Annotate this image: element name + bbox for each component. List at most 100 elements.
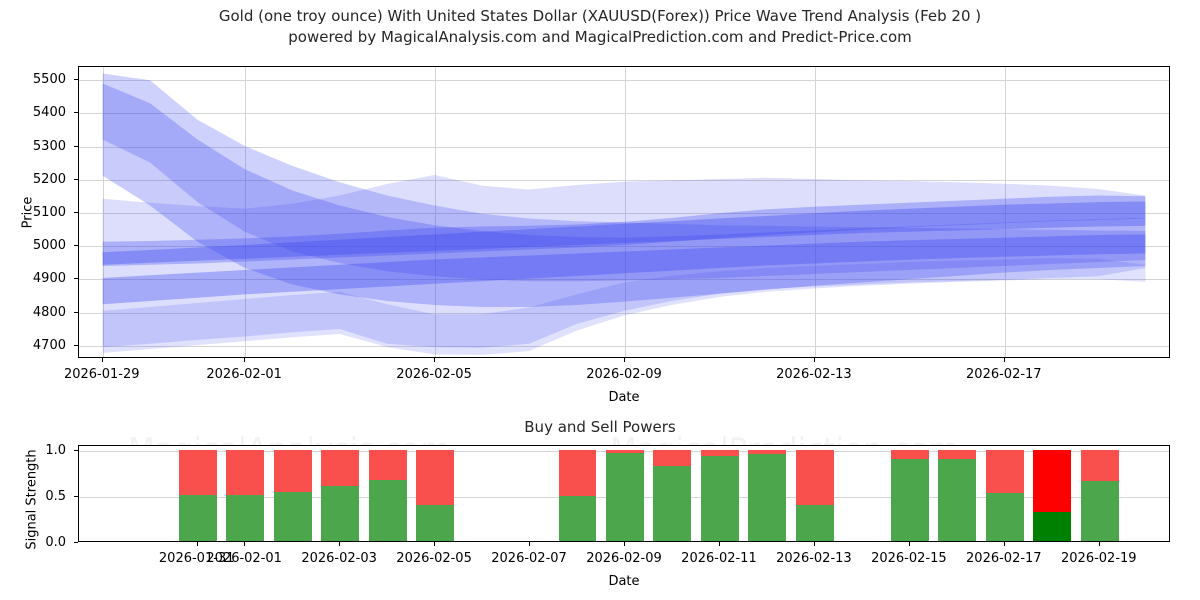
buy-sell-chart-title: Buy and Sell Powers — [524, 418, 676, 436]
buy-sell-bar[interactable] — [890, 449, 929, 541]
tick-mark — [1098, 542, 1100, 546]
buy-sell-bar[interactable] — [700, 449, 739, 541]
tick-mark — [529, 542, 531, 546]
price-y-axis-title: Price — [20, 196, 36, 229]
price-x-tick-label: 2026-02-13 — [776, 367, 852, 382]
tick-mark — [339, 542, 341, 546]
buy-sell-bar[interactable] — [606, 449, 644, 541]
wave-band-band-lower-halo — [102, 258, 1146, 356]
buy-sell-x-tick-label: 2026-01-31 — [158, 551, 235, 566]
buy-sell-bar[interactable] — [226, 449, 265, 541]
buy-sell-bar[interactable] — [985, 449, 1024, 541]
tick-mark — [74, 542, 78, 543]
wave-band-band-core-upper — [102, 201, 1146, 265]
price-y-tick-label: 5200 — [32, 171, 66, 187]
gridline — [79, 345, 1169, 347]
bar-segment-sell — [1080, 449, 1119, 481]
tick-mark — [74, 278, 78, 280]
price-y-tick-label: 4800 — [32, 304, 66, 320]
buy-sell-x-tick-label: 2026-02-15 — [871, 551, 947, 566]
price-x-tick-label: 2026-02-01 — [206, 367, 282, 382]
buy-sell-y-axis-title: Signal Strength — [24, 449, 40, 550]
price-x-tick-label: 2026-02-05 — [396, 367, 472, 382]
gridline — [79, 80, 1169, 82]
gridline — [79, 246, 1169, 248]
buy-sell-y-tick-label: 0.5 — [45, 489, 66, 505]
bar-segment-buy — [368, 479, 407, 541]
tick-mark — [624, 542, 625, 546]
wave-band-band-core-lower — [102, 234, 1146, 305]
buy-sell-x-tick-label: 2026-02-03 — [301, 551, 377, 566]
bar-segment-sell — [748, 449, 787, 455]
buy-sell-x-tick-label: 2026-02-13 — [776, 551, 852, 566]
tick-mark — [74, 212, 78, 213]
buy-sell-bar[interactable] — [795, 449, 834, 541]
gridline — [245, 67, 247, 357]
bar-segment-sell — [558, 449, 597, 497]
buy-sell-bar[interactable] — [748, 449, 787, 541]
bar-segment-sell — [226, 449, 265, 496]
tick-mark — [74, 311, 78, 313]
tick-mark — [74, 112, 78, 114]
gridline — [79, 213, 1169, 214]
buy-sell-x-tick-label: 2026-02-11 — [681, 551, 757, 566]
tick-mark — [434, 358, 436, 362]
bar-segment-sell — [178, 449, 217, 496]
bar-segment-sell — [653, 449, 692, 466]
buy-sell-bar[interactable] — [273, 449, 312, 541]
bar-segment-sell — [606, 449, 644, 454]
bar-segment-buy — [1080, 480, 1119, 541]
bar-segment-buy — [890, 458, 929, 541]
tick-mark — [244, 542, 246, 546]
price-y-tick-label: 4900 — [32, 271, 66, 287]
buy-sell-y-tick-label: 0.0 — [45, 535, 66, 550]
price-y-tick-label: 5500 — [32, 72, 66, 88]
tick-mark — [196, 542, 198, 546]
tick-mark — [74, 145, 78, 147]
price-x-axis-title: Date — [608, 390, 640, 405]
tick-mark — [908, 542, 910, 546]
buy-sell-bar[interactable] — [1033, 449, 1072, 541]
tick-mark — [74, 496, 78, 498]
bar-segment-buy — [606, 453, 644, 541]
tick-mark — [74, 79, 78, 81]
tick-mark — [1003, 542, 1005, 546]
buy-sell-bar[interactable] — [938, 449, 977, 541]
tick-mark — [434, 542, 436, 546]
tick-mark — [74, 178, 78, 180]
buy-sell-y-tick-label: 1.0 — [45, 443, 66, 459]
gridline — [1004, 67, 1006, 357]
bar-segment-buy — [416, 505, 455, 541]
price-y-tick-label: 4700 — [32, 337, 66, 353]
buy-sell-bar[interactable] — [178, 449, 217, 541]
bar-segment-buy — [653, 465, 692, 541]
bar-segment-buy — [226, 495, 265, 541]
buy-sell-bar[interactable] — [653, 449, 692, 541]
bar-segment-buy — [938, 458, 977, 541]
buy-sell-bar[interactable] — [558, 449, 597, 541]
bar-segment-sell — [273, 449, 312, 492]
buy-sell-plot-area — [78, 445, 1170, 542]
bar-segment-sell — [416, 449, 455, 506]
buy-sell-bar[interactable] — [368, 449, 407, 541]
buy-sell-x-axis-title: Date — [608, 574, 640, 589]
buy-sell-x-tick-label: 2026-02-01 — [206, 551, 282, 566]
wave-band-band-wide-outer — [102, 175, 1146, 348]
bar-segment-sell — [700, 449, 739, 456]
gridline — [79, 179, 1169, 181]
bar-segment-buy — [273, 491, 312, 541]
bar-segment-buy — [748, 454, 787, 541]
price-x-tick-label: 2026-02-17 — [966, 367, 1042, 382]
page-title: Gold (one troy ounce) With United States… — [0, 6, 1200, 48]
gridline — [79, 113, 1169, 115]
gridline — [79, 312, 1169, 314]
tick-mark — [718, 542, 720, 546]
bar-segment-sell — [321, 449, 360, 487]
buy-sell-bar[interactable] — [321, 449, 360, 541]
price-y-tick-label: 5100 — [32, 205, 66, 220]
wave-band-band-descending-high — [102, 73, 1146, 282]
tick-mark — [1003, 358, 1005, 362]
buy-sell-bar[interactable] — [416, 449, 455, 541]
wave-band-band-descending-mid — [102, 83, 1146, 307]
buy-sell-bar[interactable] — [1080, 449, 1119, 541]
